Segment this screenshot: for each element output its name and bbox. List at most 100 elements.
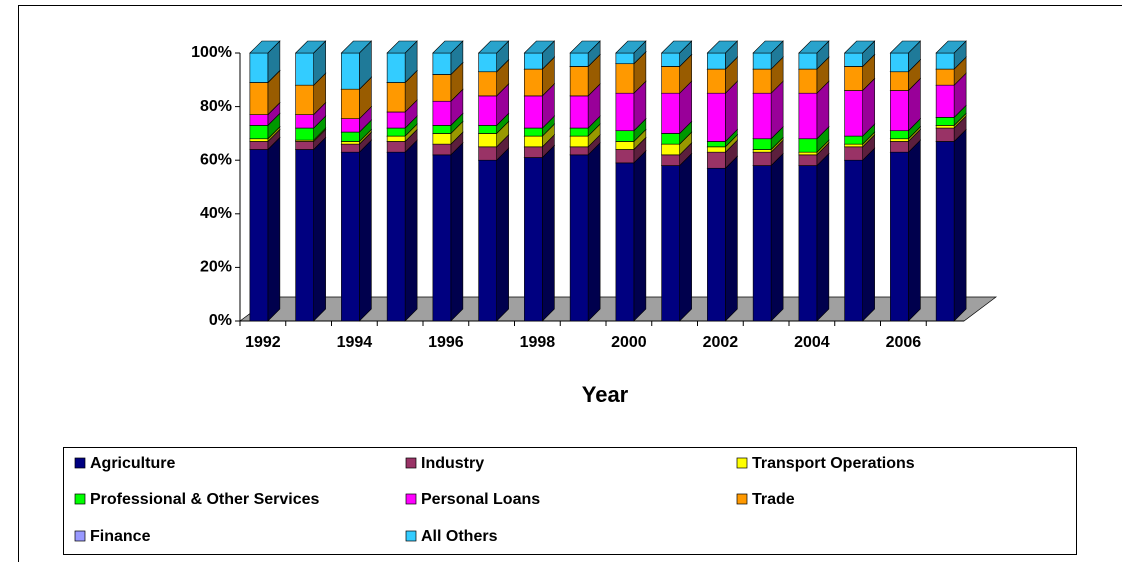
bar-segment <box>661 52 680 67</box>
bar-segment <box>707 52 726 70</box>
bar-segment <box>752 68 772 94</box>
legend-label: Trade <box>752 491 795 508</box>
bar-segment <box>249 125 269 140</box>
bar-segment <box>615 130 635 142</box>
legend-swatch <box>74 530 86 542</box>
bar-segment <box>661 92 680 134</box>
bar-segment <box>249 149 269 322</box>
bar-segment <box>249 82 269 115</box>
bar-segment <box>569 154 589 322</box>
bar-segment <box>615 92 635 132</box>
bar-segment <box>386 141 406 153</box>
x-tick-label: 1994 <box>337 334 373 351</box>
bar-segment <box>798 165 818 322</box>
bar-segment <box>890 52 909 73</box>
bar-top <box>752 40 784 54</box>
bar-segment <box>935 127 955 142</box>
legend-swatch <box>736 493 748 505</box>
bar-side <box>404 139 418 322</box>
bar-segment <box>341 88 360 119</box>
bar-segment <box>890 151 909 322</box>
bar-segment <box>890 71 909 91</box>
bar-segment <box>432 52 452 75</box>
bar-segment <box>432 74 452 102</box>
bar-segment <box>432 133 452 145</box>
bar-segment <box>432 154 452 322</box>
bar-segment <box>569 95 589 129</box>
bar-segment <box>935 117 955 126</box>
bar-segment <box>798 151 818 156</box>
bar-segment <box>386 52 406 83</box>
bar-side <box>725 155 738 322</box>
bar-segment <box>707 151 726 169</box>
bar-segment <box>798 68 818 94</box>
bar-segment <box>844 66 863 91</box>
bar-top <box>889 40 922 54</box>
bar-segment <box>386 111 406 129</box>
legend-swatch <box>405 530 417 542</box>
legend-swatch <box>74 493 86 505</box>
y-tick-label: 80% <box>200 98 232 115</box>
bar-segment <box>478 52 497 73</box>
bar-segment <box>615 141 635 150</box>
bar-segment <box>615 149 635 164</box>
legend-label: Professional & Other Services <box>90 491 320 508</box>
bar-segment <box>890 90 909 132</box>
bar-side <box>542 144 555 322</box>
bar-top <box>386 40 418 54</box>
bar-segment <box>615 162 635 322</box>
bar-segment <box>844 143 863 148</box>
bar-segment <box>249 141 269 150</box>
bar-side <box>862 147 875 322</box>
bar-top <box>615 40 647 54</box>
bar-segment <box>341 141 360 145</box>
legend-swatch <box>405 457 417 469</box>
bar-segment <box>341 151 360 322</box>
bar-segment <box>615 52 635 65</box>
bar-segment <box>524 135 543 148</box>
x-tick-label: 1998 <box>520 334 556 351</box>
bar-segment <box>249 138 269 142</box>
bar-segment <box>798 154 818 166</box>
bar-segment <box>707 167 726 322</box>
bar-segment <box>935 141 955 322</box>
bar-segment <box>524 68 543 97</box>
bar-segment <box>935 125 955 129</box>
bar-segment <box>295 149 314 322</box>
y-tick-label: 60% <box>200 151 232 168</box>
bar-segment <box>615 63 635 94</box>
bar-segment <box>478 133 497 148</box>
legend-label: Agriculture <box>90 455 175 472</box>
bar-segment <box>569 146 589 156</box>
chart-frame <box>18 5 1122 562</box>
bar-segment <box>661 154 680 166</box>
bar-segment <box>295 114 314 129</box>
bar-segment <box>478 95 497 126</box>
bar-side <box>908 139 921 322</box>
bar-side <box>359 139 372 322</box>
bar-side <box>450 142 464 322</box>
bar-segment <box>478 146 497 161</box>
bar-segment <box>386 82 406 113</box>
bar-segment <box>524 157 543 322</box>
bar-segment <box>707 92 726 142</box>
bar-segment <box>661 143 680 156</box>
bar-segment <box>661 66 680 94</box>
bar-segment <box>386 135 406 142</box>
bar-segment <box>935 84 955 118</box>
bar-segment <box>432 125 452 134</box>
x-tick-label: 2002 <box>703 334 739 351</box>
bar-top <box>294 40 327 54</box>
bar-segment <box>524 146 543 158</box>
legend-label: Finance <box>90 528 151 545</box>
bar-segment <box>432 143 452 156</box>
bar-side <box>267 136 281 322</box>
bar-segment <box>295 52 314 86</box>
bar-segment <box>844 52 863 67</box>
bar-side <box>633 150 647 322</box>
bar-side <box>816 152 830 322</box>
bar-segment <box>432 100 452 126</box>
bar-segment <box>752 52 772 70</box>
bar-segment <box>295 141 314 150</box>
